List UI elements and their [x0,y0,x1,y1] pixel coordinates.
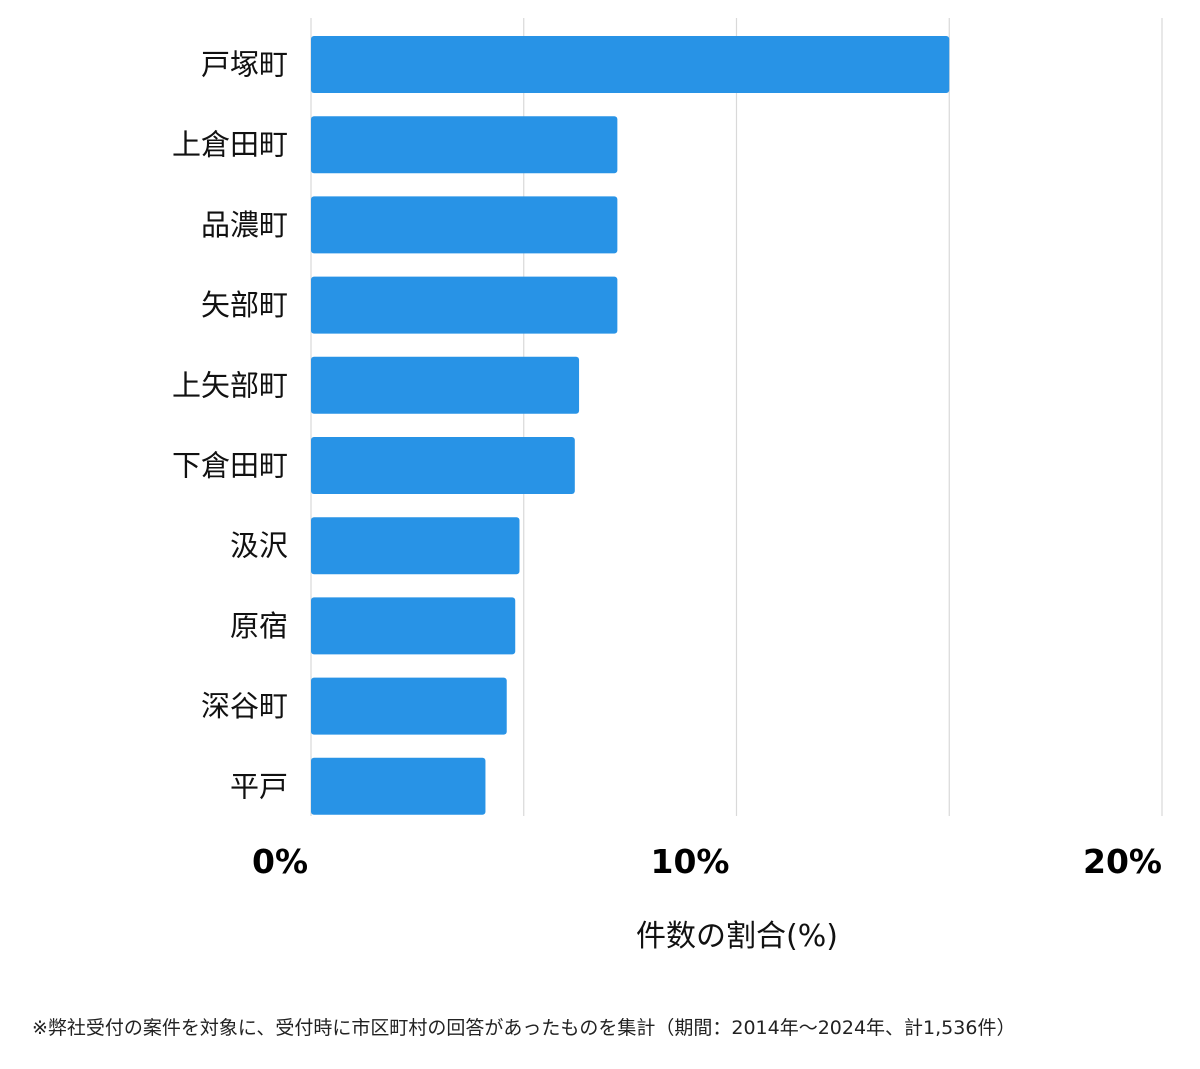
bar [311,517,520,575]
bar [311,36,950,93]
category-label: 平戸 [230,769,288,803]
x-tick-label: 0% [252,842,308,881]
category-label: 下倉田町 [172,449,288,483]
bar [311,196,618,254]
bar [311,677,507,735]
category-label: 矢部町 [201,288,288,322]
x-tick-labels: 0% 10% 20% [252,842,1162,881]
bars [311,36,950,815]
category-label: 深谷町 [201,689,288,723]
category-label: 上矢部町 [172,368,288,402]
category-label: 上倉田町 [172,128,288,162]
x-axis-title: 件数の割合(%) [636,919,838,954]
category-label: 原宿 [230,609,288,643]
bar [311,116,618,174]
bar [311,597,516,655]
x-tick-label: 20% [1083,842,1162,881]
bar [311,356,580,414]
category-label: 汲沢 [230,529,288,563]
category-label: 戸塚町 [201,48,288,82]
footnote: ※弊社受付の案件を対象に、受付時に市区町村の回答があったものを集計（期間：201… [32,1017,1016,1039]
x-tick-label: 10% [651,842,730,881]
bar [311,437,575,494]
category-label: 品濃町 [201,208,288,242]
bar [311,757,486,815]
bar [311,276,618,334]
